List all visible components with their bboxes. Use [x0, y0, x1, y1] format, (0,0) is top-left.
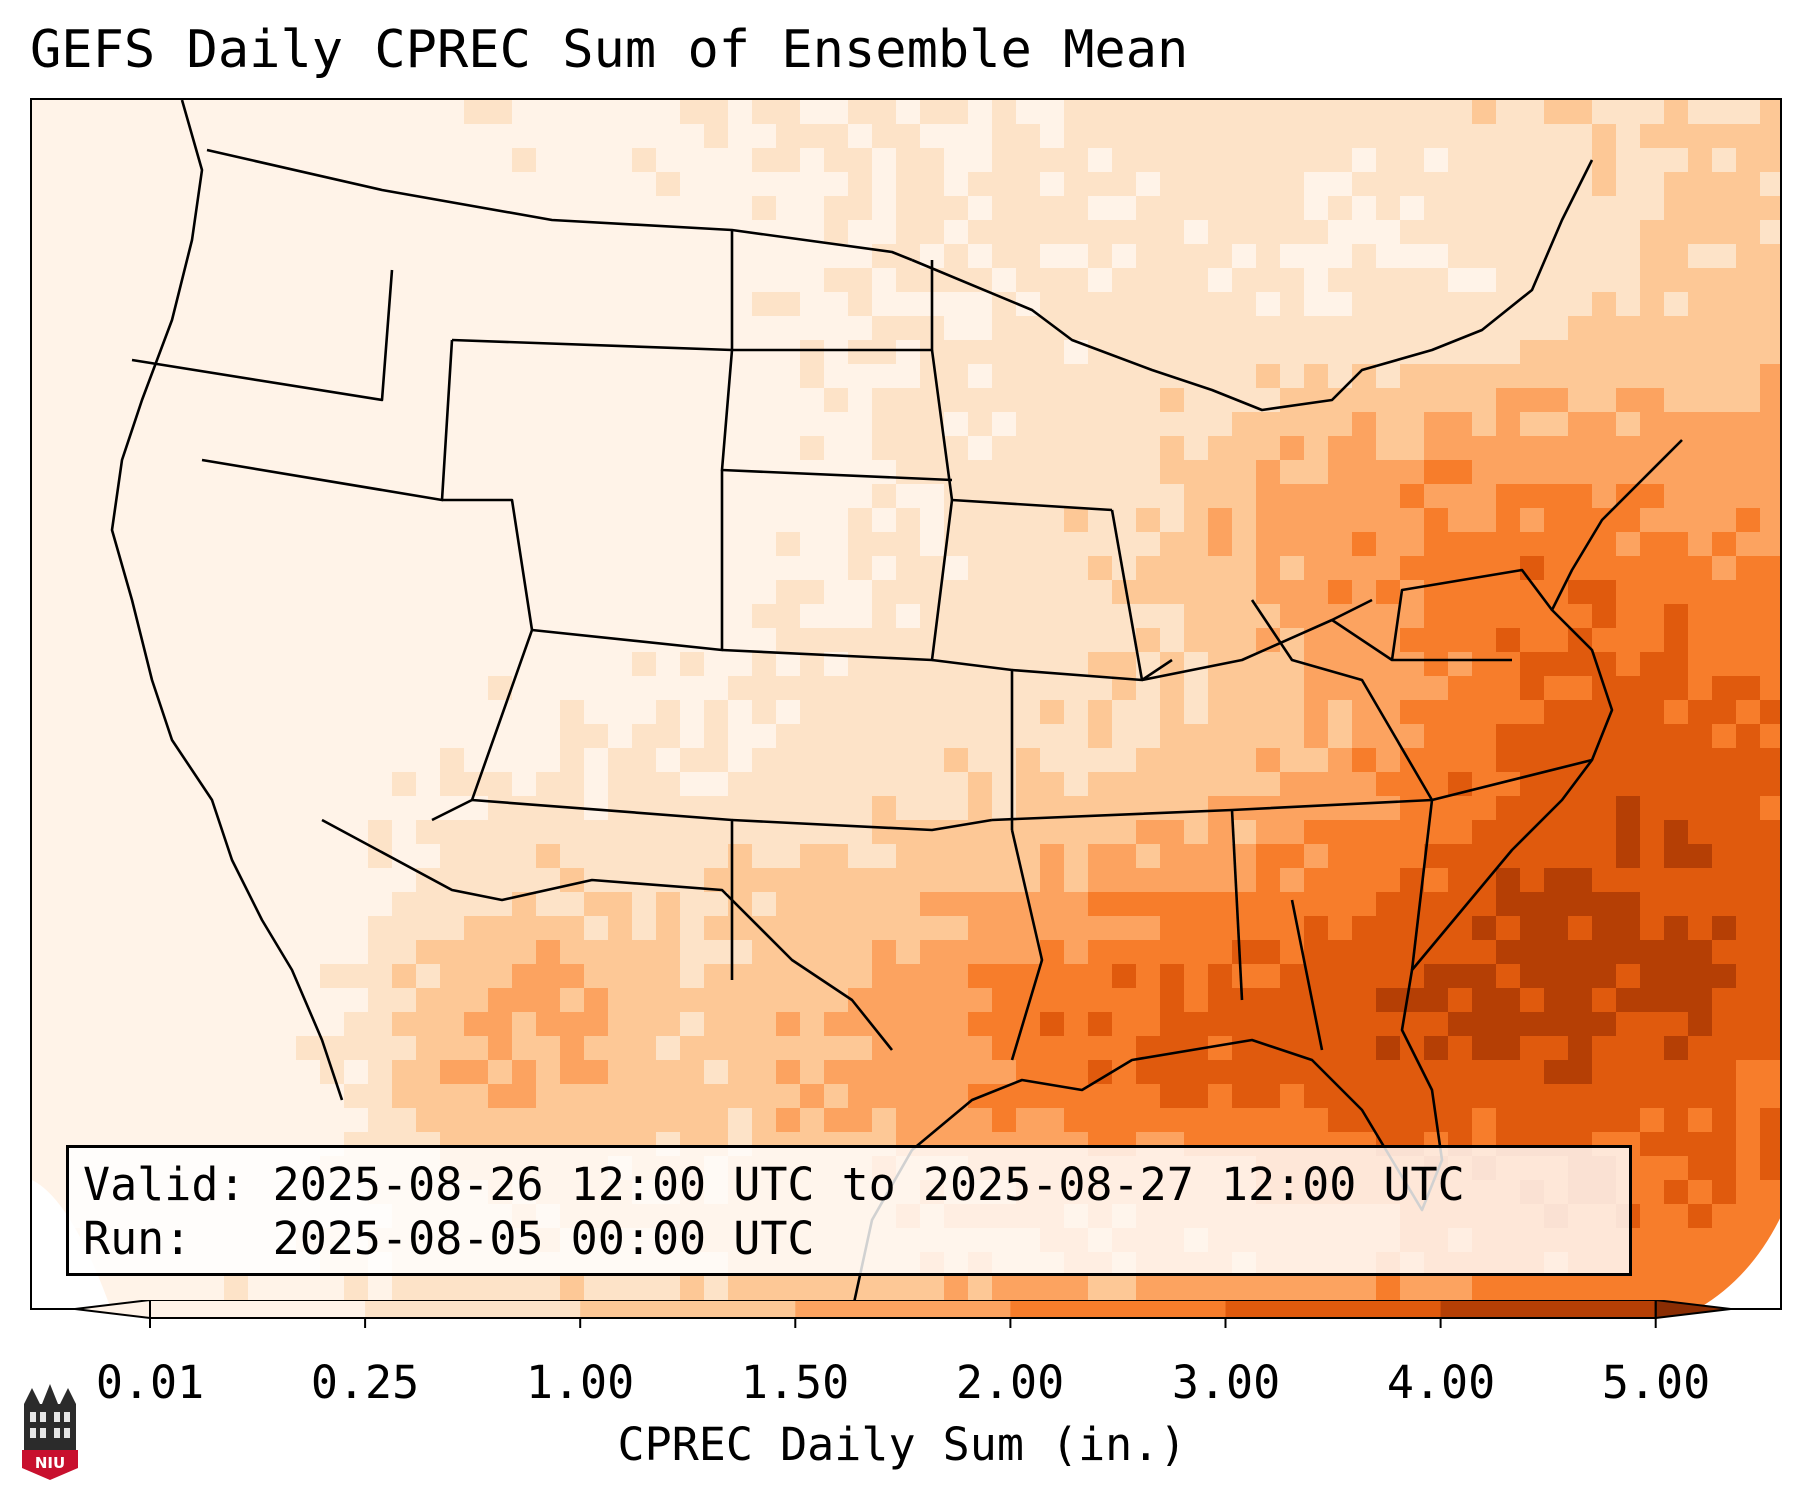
colorbar — [74, 1300, 1731, 1328]
border-line — [731, 818, 993, 832]
map-title: GEFS Daily CPREC Sum of Ensemble Mean — [30, 20, 1189, 80]
tick-label: 5.00 — [1601, 1356, 1711, 1409]
tick-label: 1.50 — [740, 1356, 850, 1409]
tick-label: 1.00 — [525, 1356, 635, 1409]
run-value: 2025-08-05 00:00 UTC — [272, 1212, 815, 1265]
state-borders — [110, 100, 1683, 1308]
colorbar-segment — [580, 1300, 796, 1318]
border-line — [851, 439, 1683, 1308]
border-line — [1010, 829, 1044, 1061]
border-line — [131, 269, 394, 402]
run-label: Run: — [83, 1212, 192, 1265]
valid-value: 2025-08-26 12:00 UTC to 2025-08-27 12:00… — [272, 1158, 1465, 1211]
border-line — [991, 758, 1593, 822]
colorbar-segment — [1440, 1300, 1657, 1318]
colorbar-extend-low — [74, 1300, 151, 1320]
border-line — [1110, 509, 1144, 681]
colorbar-segment — [795, 1300, 1011, 1318]
border-line — [1230, 809, 1244, 1001]
precipitation-map — [32, 100, 1780, 1308]
map-panel — [30, 98, 1782, 1310]
valid-label: Valid: — [83, 1158, 246, 1211]
niu-logo: NIU — [22, 1384, 78, 1480]
tick-label: 3.00 — [1171, 1356, 1281, 1409]
colorbar-segment — [1225, 1300, 1442, 1318]
precip-field — [32, 100, 1780, 1308]
tick-label: 0.25 — [310, 1356, 420, 1409]
border-line — [1390, 568, 1554, 661]
border-line — [206, 148, 913, 262]
border-line — [110, 100, 344, 1101]
border-line — [911, 159, 1594, 412]
logo-text: NIU — [35, 1454, 65, 1472]
border-line — [321, 818, 894, 1051]
border-line — [1290, 899, 1324, 1051]
colorbar-segment — [150, 1300, 366, 1318]
colorbar-extend-high — [1654, 1300, 1731, 1320]
colorbar-segment — [1010, 1300, 1226, 1318]
info-box: Valid: 2025-08-26 12:00 UTC to 2025-08-2… — [66, 1145, 1632, 1276]
tick-label: 4.00 — [1386, 1356, 1496, 1409]
tick-label: 2.00 — [955, 1356, 1065, 1409]
border-line — [1410, 799, 1434, 971]
colorbar-label: CPREC Daily Sum (in.) — [617, 1418, 1187, 1471]
tick-label: 0.01 — [95, 1356, 205, 1409]
border-line — [1250, 599, 1434, 801]
colorbar-segment — [365, 1300, 581, 1318]
border-line — [1141, 598, 1373, 682]
